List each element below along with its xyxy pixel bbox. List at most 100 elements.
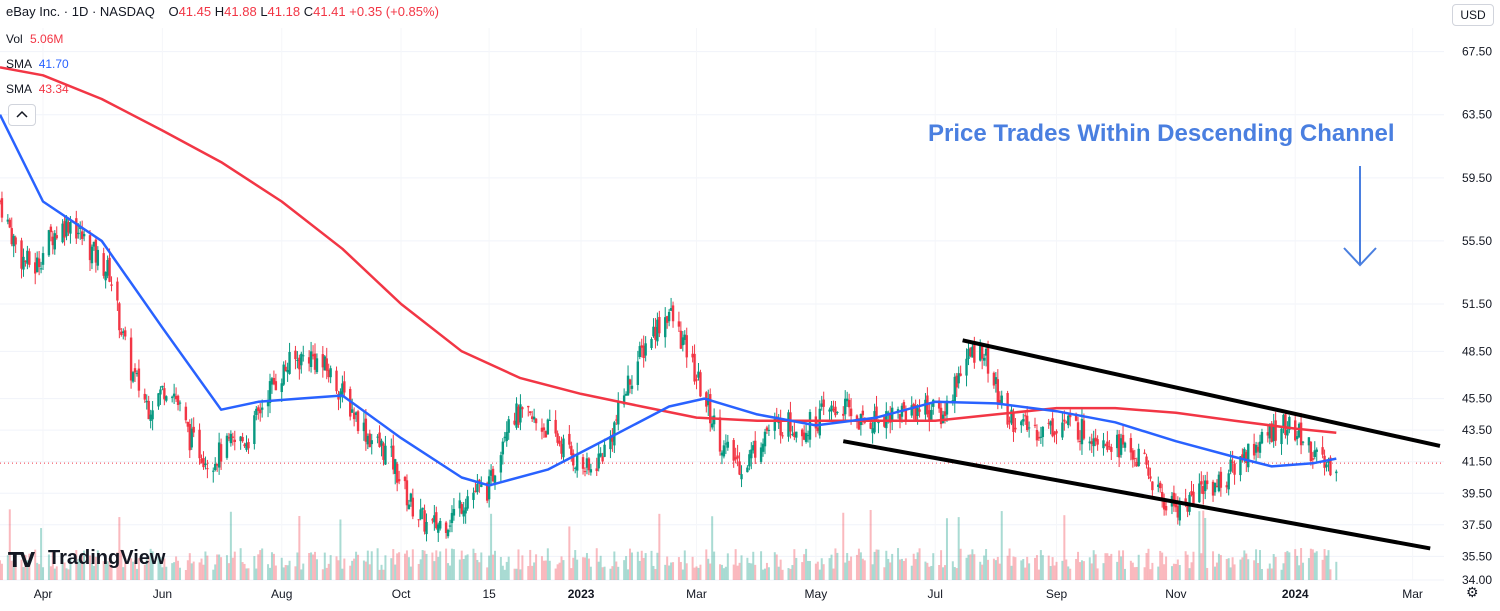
volume-bar (873, 551, 876, 580)
volume-bar (615, 561, 618, 580)
volume-bar (973, 554, 976, 580)
volume-bar (720, 564, 723, 580)
candle-body (1053, 432, 1056, 435)
candle-body (1149, 476, 1152, 479)
candle-body (1014, 427, 1017, 430)
volume-bar (1200, 553, 1203, 580)
volume-bar (587, 558, 590, 580)
candle-body (1202, 485, 1205, 495)
candle-body (507, 419, 510, 433)
volume-bar (955, 568, 958, 580)
candle-body (980, 346, 984, 359)
volume-bar (1145, 553, 1148, 580)
volume-bar (474, 553, 477, 580)
candle-body (421, 507, 424, 510)
candle-body (307, 357, 311, 364)
volume-bar (325, 567, 328, 580)
candle-body (49, 226, 53, 233)
volume-bar (951, 561, 954, 580)
candle-body (214, 463, 217, 471)
volume-bar (24, 555, 27, 580)
volume-bar (595, 548, 598, 580)
volume-bar (26, 560, 29, 580)
volume-bar (135, 568, 138, 580)
collapse-legend-button[interactable] (8, 104, 36, 126)
candle-body (178, 402, 182, 404)
volume-bar (548, 560, 551, 580)
candle-body (51, 236, 55, 246)
volume-bar (431, 552, 434, 580)
candle-body (102, 253, 105, 276)
volume-bar (1034, 557, 1036, 580)
candle-body (1092, 438, 1095, 447)
volume-bar (897, 548, 900, 580)
volume-bar (1272, 554, 1275, 580)
volume-bar (1161, 552, 1164, 580)
candle-body (88, 235, 92, 261)
candle-body (924, 399, 927, 415)
candle-body (640, 345, 643, 348)
volume-bar (411, 549, 414, 580)
candle-body (1090, 441, 1093, 445)
settings-gear-icon[interactable]: ⚙ (1466, 584, 1479, 600)
candle-body (1039, 436, 1043, 438)
volume-bar (529, 549, 532, 580)
candle-body (644, 343, 647, 356)
candle-body (656, 319, 659, 342)
volume-bar (104, 559, 107, 580)
sma-long-line (0, 66, 1337, 434)
volume-bar (384, 555, 387, 580)
volume-bar (90, 563, 93, 580)
candle-body (671, 305, 675, 322)
volume-bar (1028, 563, 1031, 580)
volume-bar (1321, 559, 1324, 580)
volume-bar (1010, 565, 1013, 580)
volume-bar (861, 558, 864, 580)
chevron-up-icon (16, 110, 28, 118)
candle-body (763, 431, 767, 447)
volume-bar (10, 560, 13, 580)
candle-body (129, 337, 133, 381)
candle-body (452, 508, 456, 516)
candle-body (315, 358, 319, 373)
sma-short-legend[interactable]: SMA 41.70 (6, 57, 69, 71)
volume-legend[interactable]: Vol 5.06M (6, 32, 63, 46)
volume-bar (666, 556, 669, 580)
volume-bar (752, 551, 755, 580)
volume-bar (20, 559, 23, 580)
candle-body (1037, 436, 1041, 439)
candle-body (489, 470, 493, 476)
volume-bar (809, 560, 811, 580)
candle-body (1076, 422, 1080, 440)
candle-body (513, 420, 516, 425)
candle-body (945, 400, 949, 415)
volume-bar (376, 548, 379, 580)
currency-button[interactable]: USD (1452, 4, 1494, 26)
candle-body (47, 230, 51, 256)
candle-body (280, 383, 283, 393)
candle-body (212, 470, 215, 472)
volume-bar (570, 568, 573, 580)
volume-bar (1206, 567, 1209, 580)
candle-body (967, 348, 970, 360)
volume-bar (533, 562, 536, 580)
volume-bar (996, 556, 999, 580)
candle-body (200, 458, 203, 463)
candle-body (556, 433, 559, 443)
candle-body (409, 493, 413, 502)
volume-bar (55, 566, 58, 580)
volume-bar (96, 550, 99, 580)
symbol-title[interactable]: eBay Inc. · 1D · NASDAQ (6, 4, 155, 19)
candle-body (822, 399, 825, 407)
candle-body (814, 416, 818, 429)
volume-bar (452, 549, 455, 580)
volume-bar (349, 565, 352, 580)
candle-body (748, 454, 751, 467)
volume-bar (147, 556, 150, 580)
candle-body (542, 427, 546, 431)
volume-bar (1026, 556, 1029, 580)
y-tick-label: 37.50 (1462, 518, 1492, 532)
sma-long-legend[interactable]: SMA 43.34 (6, 82, 69, 96)
